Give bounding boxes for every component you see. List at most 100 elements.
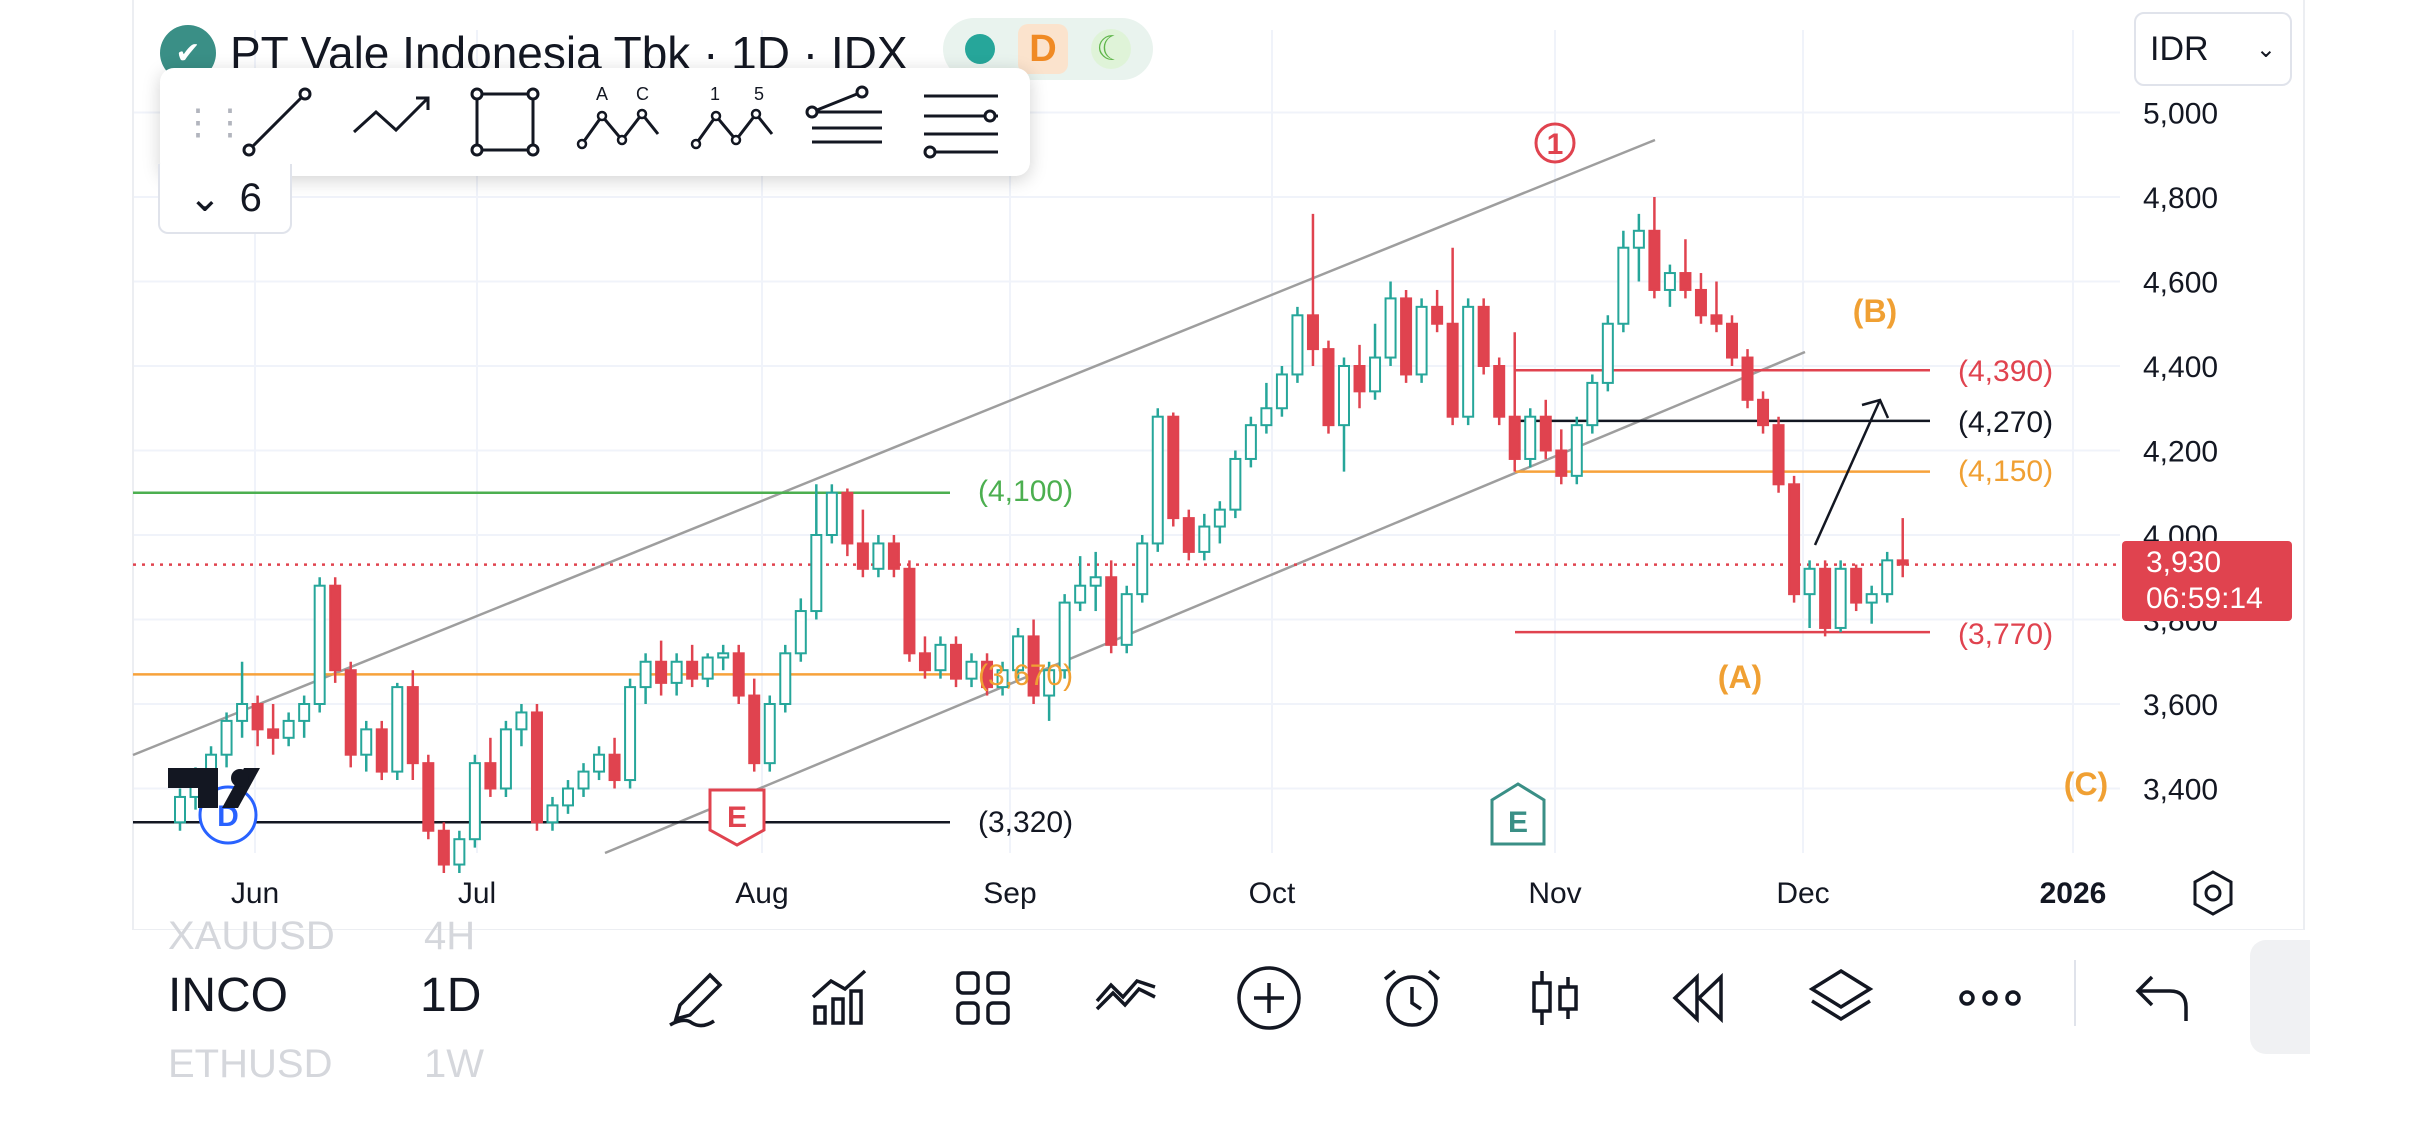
candle-body (515, 711, 528, 731)
candle-body (1198, 525, 1211, 553)
rectangle-icon[interactable] (448, 68, 562, 176)
candle-body (1493, 365, 1506, 418)
level-label-4270: (4,270) (1958, 406, 2053, 439)
candle-body (1446, 322, 1459, 418)
candle-body (717, 652, 730, 659)
candle-body (1788, 483, 1801, 596)
price-axis-label: 4,200 (2143, 436, 2218, 469)
watchlist-ghost-symbol: ETHUSD (168, 1042, 333, 1086)
candle-body (1136, 542, 1149, 596)
candle-body (360, 728, 373, 756)
candle-body (406, 686, 419, 765)
interval-selector[interactable]: 1D (420, 969, 482, 1022)
candle-body (593, 753, 606, 773)
side-panel-tab[interactable] (2250, 940, 2310, 1054)
price-axis-label: 3,600 (2143, 689, 2218, 722)
projection-arrow-head (1861, 398, 1890, 419)
candle-style-icon[interactable] (1510, 958, 1600, 1038)
candle-body (344, 669, 357, 756)
axis-settings-icon[interactable] (2188, 868, 2238, 918)
toolbar-divider (2074, 960, 2076, 1026)
candle-body (841, 491, 854, 545)
candle-body (1353, 365, 1366, 393)
level-label-4390: (4,390) (1958, 355, 2053, 388)
candle-body (1601, 322, 1614, 384)
candle-body (965, 660, 978, 680)
watchlist-ghost-interval: 1W (424, 1042, 484, 1086)
candle-body (499, 728, 512, 790)
fib-retracement-icon[interactable] (790, 68, 904, 176)
level-label-4100: (4,100) (978, 475, 1073, 508)
candle-body (686, 660, 699, 680)
compare-icon[interactable] (1081, 958, 1171, 1038)
time-axis-label: Nov (1528, 877, 1581, 910)
time-axis-label: 2026 (2040, 877, 2107, 910)
trend-line-icon[interactable] (220, 68, 334, 176)
candle-body (918, 652, 931, 672)
add-plus-icon[interactable] (1224, 958, 1314, 1038)
replay-rewind-icon[interactable] (1653, 958, 1743, 1038)
candle-body (810, 534, 823, 613)
candle-body (1524, 415, 1537, 460)
candle-body (236, 703, 249, 722)
candle-body (701, 656, 714, 680)
candle-body (220, 719, 233, 756)
symbol-selector[interactable]: INCO (168, 969, 288, 1022)
candle-body (1291, 314, 1304, 376)
candle-body (298, 703, 311, 722)
candle-body (1306, 314, 1319, 351)
candle-body (1431, 305, 1444, 325)
candle-body (608, 753, 621, 782)
path-icon[interactable] (334, 68, 448, 176)
price-axis-label: 4,400 (2143, 351, 2218, 384)
candle-body (794, 610, 807, 655)
candle-body (1632, 229, 1645, 249)
draw-pencil-icon[interactable] (652, 958, 742, 1038)
candle-body (1555, 449, 1568, 477)
horizontal-lines-icon[interactable] (904, 68, 1018, 176)
currency-select[interactable]: IDR ⌄ (2134, 12, 2292, 86)
objects-tree-button[interactable]: ⌄ 6 (158, 164, 292, 234)
candle-body (1027, 635, 1040, 697)
candle-body (981, 660, 994, 689)
more-dots-icon[interactable] (1945, 958, 2035, 1038)
layouts-grid-icon[interactable] (938, 958, 1028, 1038)
candle-body (1726, 322, 1738, 359)
layers-icon[interactable] (1796, 958, 1886, 1038)
candle-body (391, 686, 404, 773)
alarm-clock-icon[interactable] (1367, 958, 1457, 1038)
candle-body (1819, 567, 1832, 629)
candle-body (1043, 669, 1056, 697)
watchlist-ghost-interval: 4H (424, 914, 476, 958)
currency-value: IDR (2150, 29, 2209, 68)
current-price-tag: 3,930 06:59:14 (2122, 541, 2292, 621)
candle-body (1260, 407, 1273, 427)
candle-body (1694, 288, 1707, 317)
candle-body (1772, 424, 1785, 486)
drag-handle-icon[interactable]: ⋮⋮ (180, 101, 248, 142)
indicators-icon[interactable] (795, 958, 885, 1038)
candle-body (1710, 314, 1723, 325)
market-status-pill[interactable]: D ☾ (943, 18, 1153, 80)
candle-body (872, 542, 885, 570)
candle-body (639, 660, 652, 689)
candle-body (748, 694, 761, 765)
earnings-marker-shape (708, 788, 766, 847)
market-open-dot-icon (964, 34, 995, 64)
candle-body (375, 728, 388, 773)
candle-body (1244, 424, 1257, 460)
candle-body (1415, 305, 1428, 376)
wave-1-circle (1534, 122, 1576, 164)
candle-body (1229, 457, 1242, 511)
candle-body (825, 491, 838, 536)
candle-body (1074, 584, 1087, 604)
price-axis-label: 4,600 (2143, 267, 2218, 300)
undo-icon[interactable] (2118, 958, 2208, 1038)
watchlist-ghost-symbol: XAUUSD (168, 914, 335, 958)
candle-body (1182, 517, 1195, 553)
time-axis-label: Aug (735, 877, 788, 910)
price-axis-label: 4,800 (2143, 182, 2218, 215)
